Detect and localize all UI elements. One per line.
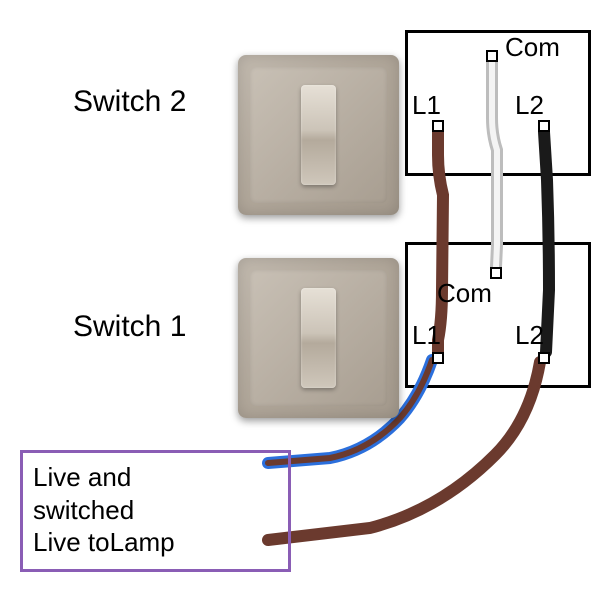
- info-box: Live and switched Live toLamp: [20, 450, 291, 572]
- label-switch2: Switch 2: [73, 85, 186, 119]
- info-line-1: Live and: [33, 461, 278, 494]
- terminal-bot-l2: [538, 352, 550, 364]
- label-switch1: Switch 1: [73, 310, 186, 344]
- info-line-2: switched: [33, 494, 278, 527]
- schematic-box-switch1: [405, 242, 591, 388]
- terminal-bot-l1: [432, 352, 444, 364]
- switch2-rocker: [301, 85, 336, 185]
- label-l1-top: L1: [412, 90, 441, 121]
- label-l1-bottom: L1: [412, 320, 441, 351]
- label-com-mid: Com: [437, 278, 492, 309]
- terminal-top-l2: [538, 120, 550, 132]
- switch1-rocker: [301, 288, 336, 388]
- switch2-plate: [238, 55, 399, 215]
- terminal-top-com: [486, 50, 498, 62]
- label-l2-top: L2: [515, 90, 544, 121]
- terminal-top-l1: [432, 120, 444, 132]
- info-line-3: Live toLamp: [33, 526, 278, 559]
- switch1-plate: [238, 258, 399, 418]
- label-l2-bottom: L2: [515, 320, 544, 351]
- label-com-top: Com: [505, 32, 560, 63]
